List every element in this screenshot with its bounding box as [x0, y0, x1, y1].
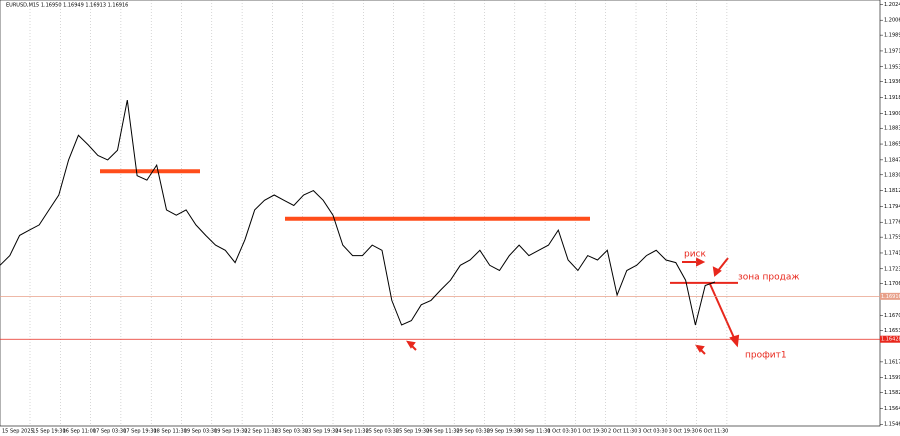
- y-tick-label: 1.1564: [884, 406, 900, 412]
- y-tick-label: 1.2024: [884, 2, 900, 8]
- y-tick-label: 1.1936: [884, 79, 900, 85]
- x-tick-label: 19 Sep 03:30: [184, 429, 217, 435]
- x-tick-label: 3 Oct 03:30: [638, 429, 667, 435]
- y-tick-label: 1.1971: [884, 48, 900, 54]
- arrow-head: [695, 344, 705, 353]
- annotation: зона продаж: [738, 273, 800, 283]
- y-tick-label: 1.1776: [884, 220, 900, 226]
- arrow-head: [729, 334, 740, 348]
- x-tick-label: 6 Oct 11:30: [699, 429, 728, 435]
- y-tick-label: 1.1812: [884, 188, 900, 194]
- y-tick-label: 1.1546: [884, 422, 900, 428]
- y-tick-label: 1.1706: [884, 281, 900, 287]
- x-tick-label: 17 Sep 03:30: [93, 429, 126, 435]
- y-tick-label: 1.1900: [884, 111, 900, 117]
- y-tick-label: 1.1670: [884, 313, 900, 319]
- price-label: 1.16916: [881, 294, 900, 300]
- x-tick-label: 23 Sep 19:30: [305, 429, 338, 435]
- price-label: 1.16428: [881, 337, 900, 343]
- x-tick-label: 19 Sep 19:30: [214, 429, 247, 435]
- y-tick-label: 1.1723: [884, 266, 900, 272]
- arrow: [709, 283, 736, 341]
- annotation: профит1: [745, 351, 787, 361]
- y-tick-label: 1.1653: [884, 328, 900, 334]
- y-tick-label: 1.2006: [884, 18, 900, 24]
- price-label-box: [880, 335, 900, 343]
- x-tick-label: 30 Sep 11:30: [517, 429, 550, 435]
- x-tick-label: 2 Oct 11:30: [608, 429, 637, 435]
- x-tick-label: 29 Sep 03:30: [457, 429, 490, 435]
- y-tick-label: 1.1883: [884, 126, 900, 132]
- x-tick-label: 18 Sep 11:30: [154, 429, 187, 435]
- x-tick-label: 16 Sep 11:00: [63, 429, 96, 435]
- y-tick-label: 1.1865: [884, 142, 900, 148]
- y-tick-label: 1.1847: [884, 157, 900, 163]
- x-tick-label: 1 Oct 03:30: [547, 429, 576, 435]
- y-tick-label: 1.1759: [884, 235, 900, 241]
- y-tick-label: 1.1953: [884, 64, 900, 70]
- y-tick-label: 1.1794: [884, 204, 900, 210]
- x-tick-label: 26 Sep 11:30: [426, 429, 459, 435]
- arrow-head: [696, 257, 706, 267]
- x-tick-label: 15 Sep 2025: [2, 429, 34, 435]
- x-tick-label: 17 Sep 19:30: [123, 429, 156, 435]
- plot-frame: [0, 0, 881, 427]
- price-series: [0, 100, 716, 326]
- x-tick-label: 25 Sep 03:30: [366, 429, 399, 435]
- arrow-head: [406, 340, 416, 349]
- chart-title: EURUSD,M15 1.16950 1.16949 1.16913 1.169…: [6, 3, 128, 9]
- x-tick-label: 25 Sep 19:30: [396, 429, 429, 435]
- x-tick-label: 22 Sep 11:30: [244, 429, 277, 435]
- price-label-box: [880, 292, 900, 300]
- y-tick-label: 1.1989: [884, 33, 900, 39]
- y-tick-label: 1.1617: [884, 359, 900, 365]
- arrows: [406, 257, 740, 355]
- x-tick-label: 3 Oct 19:30: [669, 429, 698, 435]
- y-tick-label: 1.1582: [884, 390, 900, 396]
- y-tick-label: 1.1599: [884, 375, 900, 381]
- x-tick-label: 15 Sep 19:30: [32, 429, 65, 435]
- y-tick-label: 1.1741: [884, 250, 900, 256]
- annotation: риск: [684, 250, 707, 260]
- y-tick-label: 1.1830: [884, 172, 900, 178]
- arrow-head: [712, 266, 722, 277]
- x-tick-label: 29 Sep 19:30: [487, 429, 520, 435]
- y-tick-label: 1.1918: [884, 95, 900, 101]
- x-tick-label: 24 Sep 11:30: [335, 429, 368, 435]
- x-tick-label: 1 Oct 19:30: [578, 429, 607, 435]
- x-tick-label: 23 Sep 03:30: [275, 429, 308, 435]
